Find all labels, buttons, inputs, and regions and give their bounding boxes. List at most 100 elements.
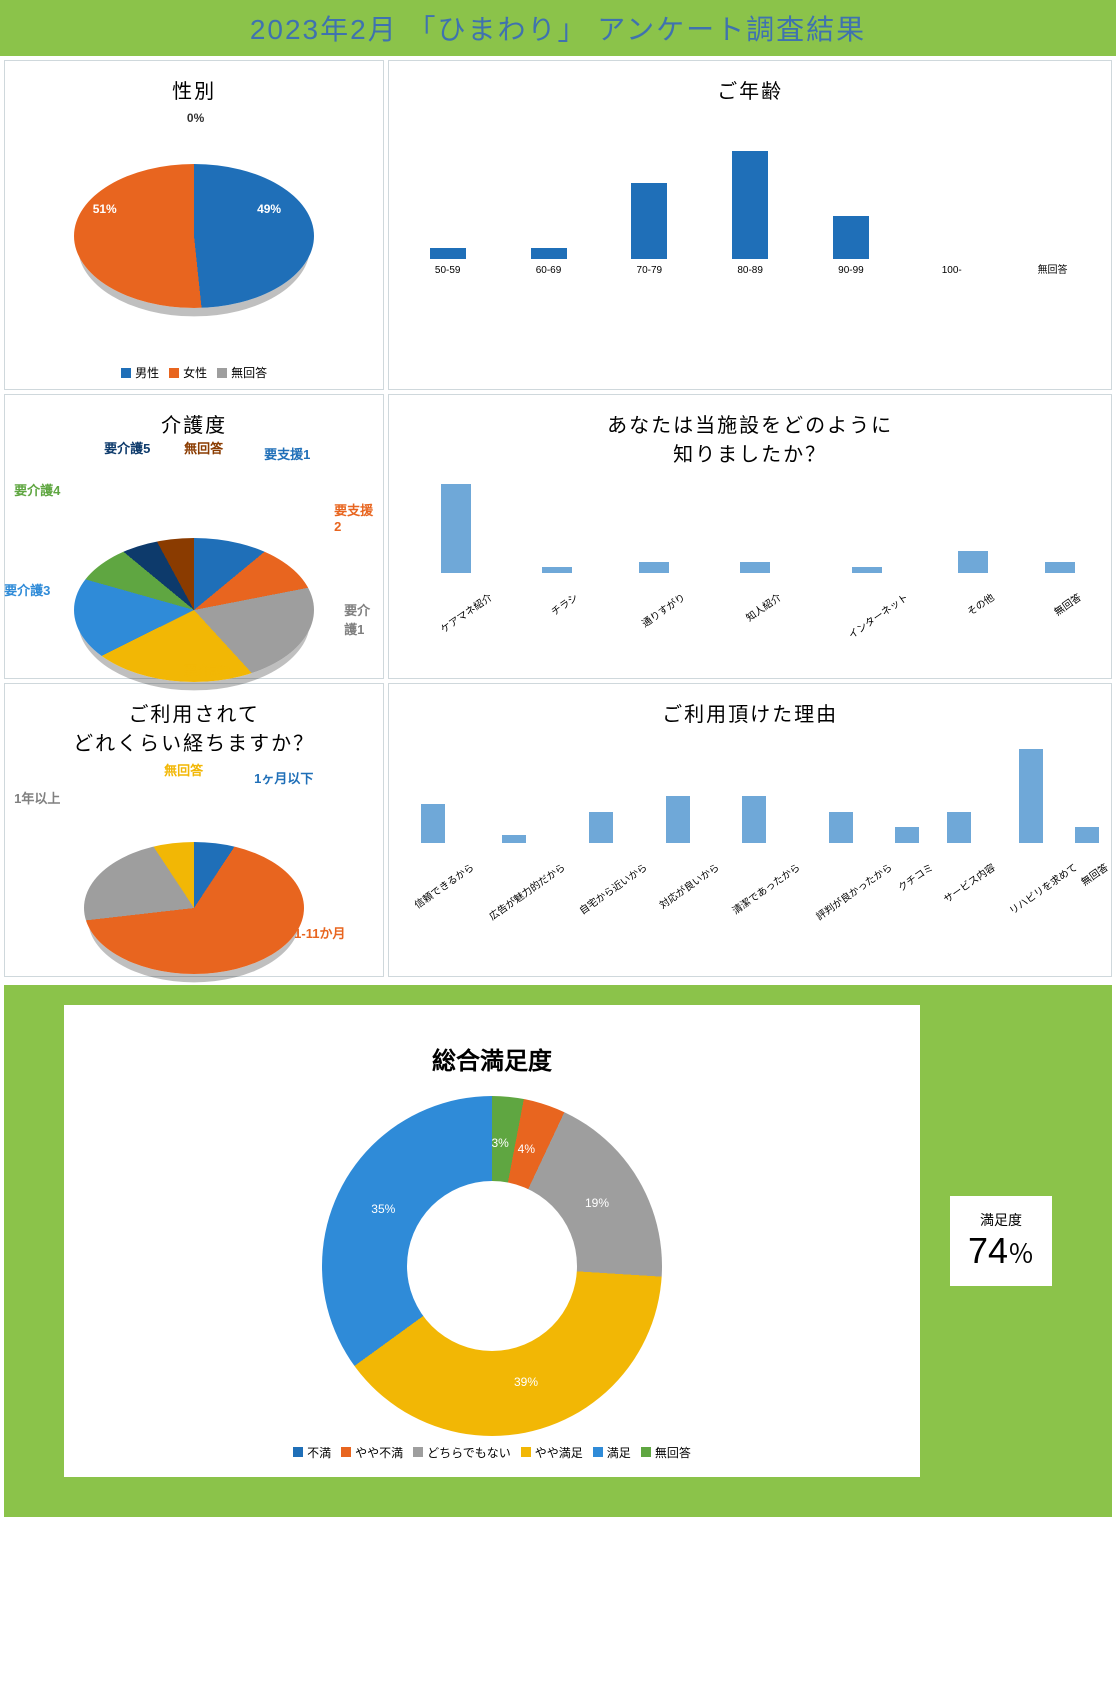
bar-column: サービス内容 xyxy=(929,812,989,879)
reason-bars: 信頼できるから広告が魅力的だから自宅から近いから対応が良いから清潔であったから評… xyxy=(389,739,1111,879)
bar-label: 評判が良かったから xyxy=(812,859,897,927)
bar xyxy=(852,567,882,573)
age-title: ご年齢 xyxy=(717,75,783,104)
bar-label: 90-99 xyxy=(838,265,864,276)
duration-pie-wrap: 1ヶ月以下1-11か月1年以上無回答 xyxy=(14,768,374,968)
bar-label: サービス内容 xyxy=(940,859,1001,910)
bar-column: その他 xyxy=(958,551,988,609)
bar-column: 通りすがり xyxy=(629,562,679,609)
score-unit: ％ xyxy=(1008,1239,1034,1269)
page-title: 2023年2月 「ひまわり」 アンケート調査結果 xyxy=(0,0,1116,56)
legend-c: どちらでもない xyxy=(427,1444,511,1461)
bar-column: 広告が魅力的だから xyxy=(469,835,559,879)
bar-column: インターネット xyxy=(832,567,902,609)
satisfaction-legend: 不満 やや不満 どちらでもない やや満足 満足 無回答 xyxy=(293,1444,691,1461)
bar-label: 無回答 xyxy=(1050,589,1086,623)
age-bars: 50-59 60-69 70-79 80-89 90-99 100- 無回答 xyxy=(389,116,1111,276)
bar-column: 80-89 xyxy=(732,151,768,276)
reason-title: ご利用頂けた理由 xyxy=(662,698,838,727)
bar xyxy=(430,248,466,259)
care-label: 要介護1 xyxy=(344,600,374,638)
legend-f: 無回答 xyxy=(655,1444,691,1461)
bar-column: 知人紹介 xyxy=(735,562,775,609)
bar xyxy=(895,827,919,843)
bar-label: 無回答 xyxy=(1038,261,1068,276)
bar xyxy=(542,567,572,573)
bar-label: 広告が魅力的だから xyxy=(486,859,571,927)
bar-column: 信頼できるから xyxy=(398,804,468,879)
legend-female: 女性 xyxy=(183,364,207,381)
bar xyxy=(1045,562,1075,573)
donut-slice-label: 39% xyxy=(514,1375,538,1389)
bar xyxy=(502,835,526,843)
gender-pie xyxy=(74,164,314,308)
bar-column: 評判が良かったから xyxy=(796,812,886,879)
duration-label: 無回答 xyxy=(164,760,203,779)
bar-label: 自宅から近いから xyxy=(576,859,653,921)
bar-label: 無回答 xyxy=(1078,859,1114,893)
duration-panel: ご利用されて どれくらい経ちますか？ 1ヶ月以下1-11か月1年以上無回答 xyxy=(4,683,384,977)
satisfaction-donut-wrap: 3%4%19%39%35% xyxy=(322,1096,662,1436)
donut-slice-label: 19% xyxy=(585,1196,609,1210)
gender-slice-male-label: 49% xyxy=(257,202,281,216)
gender-slice-female-label: 51% xyxy=(93,202,117,216)
care-label: 要介護5 xyxy=(104,438,150,457)
legend-b: やや不満 xyxy=(355,1444,403,1461)
duration-title: ご利用されて どれくらい経ちますか？ xyxy=(73,698,315,756)
score-label: 満足度 xyxy=(968,1210,1034,1230)
bar xyxy=(589,812,613,843)
care-panel: 介護度 要支援1要支援2要介護1要介護2要介護3要介護4要介護5無回答 xyxy=(4,394,384,679)
duration-label: 1-11か月 xyxy=(294,923,345,942)
charts-grid: 性別 51% 49% 0% 男性 女性 無回答 ご年齢 50-5960-6970… xyxy=(0,56,1116,981)
legend-male: 男性 xyxy=(135,364,159,381)
care-label: 要介護3 xyxy=(4,580,50,599)
care-label: 要介護2 xyxy=(184,660,230,679)
care-title: 介護度 xyxy=(161,409,227,438)
care-label: 要支援2 xyxy=(334,500,374,534)
donut-slice-label: 4% xyxy=(518,1142,535,1156)
bar-label: 50-59 xyxy=(435,265,461,276)
bar xyxy=(1075,827,1099,843)
bar xyxy=(958,551,988,573)
score-num: 74 xyxy=(968,1230,1008,1271)
how-panel: あなたは当施設をどのように 知りましたか？ ケアマネ紹介チラシ通りすがり知人紹介… xyxy=(388,394,1112,679)
donut-hole xyxy=(407,1181,577,1351)
legend-a: 不満 xyxy=(307,1444,331,1461)
care-pie-wrap: 要支援1要支援2要介護1要介護2要介護3要介護4要介護5無回答 xyxy=(14,450,374,670)
score-value: 74％ xyxy=(968,1230,1034,1272)
bar-column: 自宅から近いから xyxy=(561,812,641,879)
bar-column: 60-69 xyxy=(531,248,567,276)
bar-label: 知人紹介 xyxy=(742,589,786,628)
bar xyxy=(531,248,567,259)
bar xyxy=(833,216,869,259)
bar-column: 無回答 xyxy=(1035,255,1071,276)
bar xyxy=(732,151,768,259)
age-panel: ご年齢 50-59 60-69 70-79 80-89 90-99 100- 無回答 xyxy=(388,60,1112,390)
bar-label: 80-89 xyxy=(737,265,763,276)
bar xyxy=(829,812,853,843)
care-label: 要介護4 xyxy=(14,480,60,499)
bar xyxy=(441,484,471,573)
bar-label: 清潔であったから xyxy=(729,859,806,921)
legend-e: 満足 xyxy=(607,1444,631,1461)
bar-label: 対応が良いから xyxy=(655,859,724,916)
bar-label: 100- xyxy=(942,265,962,276)
bar-column: リハビリを求めて xyxy=(991,749,1071,879)
duration-label: 1ヶ月以下 xyxy=(254,768,313,787)
bar xyxy=(666,796,690,843)
legend-noanswer: 無回答 xyxy=(231,364,267,381)
duration-pie xyxy=(84,842,304,974)
bar xyxy=(631,183,667,259)
bar-column: 50-59 xyxy=(430,248,466,276)
bar-label: 70-79 xyxy=(637,265,663,276)
satisfaction-title: 総合満足度 xyxy=(432,1041,552,1076)
bar-column: 100- xyxy=(934,259,970,276)
bar-label: その他 xyxy=(964,589,1000,623)
bar xyxy=(421,804,445,843)
bar-label: インターネット xyxy=(844,589,913,646)
donut-slice-label: 35% xyxy=(371,1202,395,1216)
bar xyxy=(742,796,766,843)
bar-label: チラシ xyxy=(548,589,584,622)
bar-label: リハビリを求めて xyxy=(1005,859,1082,921)
bar xyxy=(740,562,770,573)
